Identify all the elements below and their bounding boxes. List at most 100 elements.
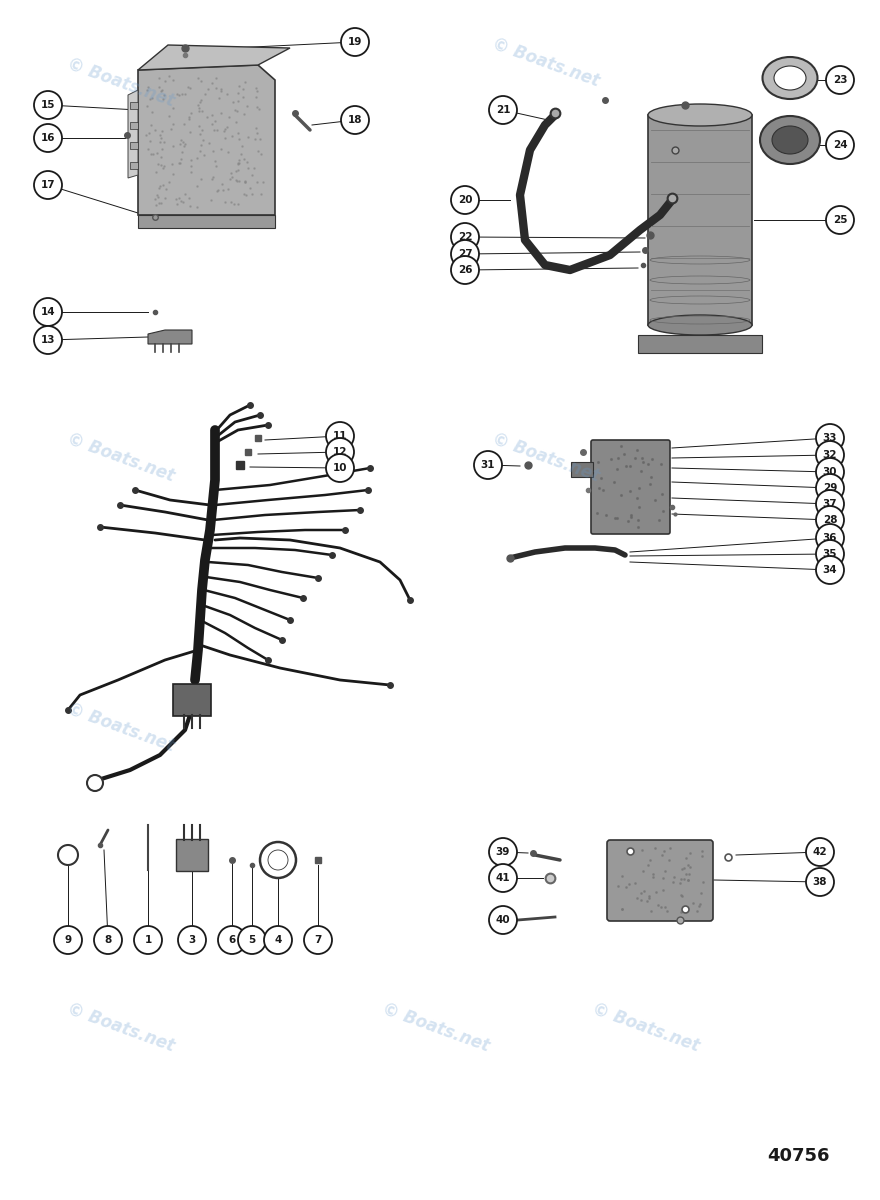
Circle shape (264, 926, 292, 954)
Circle shape (34, 298, 62, 326)
Circle shape (826, 131, 854, 158)
Text: © Boats.net: © Boats.net (490, 430, 602, 486)
Circle shape (218, 926, 246, 954)
Ellipse shape (774, 66, 806, 90)
Circle shape (34, 124, 62, 152)
Circle shape (34, 326, 62, 354)
Bar (130, 122, 138, 128)
Polygon shape (128, 90, 138, 178)
Text: 10: 10 (333, 463, 348, 473)
Text: 40: 40 (495, 914, 510, 925)
Text: 19: 19 (348, 37, 363, 47)
Circle shape (34, 91, 62, 119)
Text: © Boats.net: © Boats.net (590, 1000, 702, 1056)
Circle shape (816, 524, 844, 552)
Text: 12: 12 (333, 446, 348, 457)
Text: 23: 23 (832, 74, 847, 85)
Circle shape (451, 223, 479, 251)
Text: 14: 14 (40, 307, 55, 317)
Text: 29: 29 (823, 482, 837, 493)
Ellipse shape (648, 314, 752, 335)
Text: 42: 42 (813, 847, 827, 857)
Circle shape (34, 170, 62, 199)
Circle shape (451, 186, 479, 214)
Circle shape (178, 926, 206, 954)
Circle shape (489, 906, 517, 934)
Circle shape (489, 838, 517, 866)
Text: 41: 41 (495, 874, 510, 883)
Text: 5: 5 (248, 935, 255, 946)
FancyBboxPatch shape (176, 839, 208, 871)
Text: 27: 27 (458, 248, 473, 259)
Circle shape (58, 845, 78, 865)
Text: 31: 31 (480, 460, 495, 470)
Circle shape (260, 842, 296, 878)
Circle shape (806, 868, 834, 896)
Polygon shape (148, 330, 192, 344)
Text: 18: 18 (348, 115, 363, 125)
Text: 24: 24 (832, 140, 847, 150)
Circle shape (451, 256, 479, 284)
Text: 37: 37 (823, 499, 837, 509)
Text: 25: 25 (832, 215, 847, 226)
Text: 7: 7 (314, 935, 322, 946)
Circle shape (816, 474, 844, 502)
Text: 39: 39 (495, 847, 510, 857)
Circle shape (238, 926, 266, 954)
Circle shape (54, 926, 82, 954)
FancyBboxPatch shape (591, 440, 670, 534)
Text: 17: 17 (40, 180, 55, 190)
Text: 15: 15 (40, 100, 55, 110)
Circle shape (326, 438, 354, 466)
Text: © Boats.net: © Boats.net (380, 1000, 492, 1056)
Circle shape (341, 106, 369, 134)
Circle shape (826, 66, 854, 94)
Circle shape (474, 451, 502, 479)
Text: 20: 20 (458, 194, 473, 205)
Circle shape (304, 926, 332, 954)
Circle shape (489, 96, 517, 124)
Circle shape (268, 850, 288, 870)
FancyBboxPatch shape (607, 840, 713, 922)
Text: 11: 11 (333, 431, 348, 440)
Text: 38: 38 (813, 877, 827, 887)
Circle shape (816, 458, 844, 486)
Circle shape (816, 540, 844, 568)
Text: 21: 21 (495, 104, 510, 115)
Text: 8: 8 (105, 935, 112, 946)
Bar (130, 162, 138, 169)
Circle shape (816, 490, 844, 518)
Text: © Boats.net: © Boats.net (65, 430, 178, 486)
Text: 13: 13 (40, 335, 55, 346)
Text: 36: 36 (823, 533, 837, 542)
Text: 3: 3 (188, 935, 195, 946)
Text: 26: 26 (458, 265, 473, 275)
Circle shape (489, 864, 517, 892)
Polygon shape (138, 215, 275, 228)
Bar (130, 142, 138, 149)
Text: 28: 28 (823, 515, 837, 526)
Circle shape (816, 440, 844, 469)
Text: 32: 32 (823, 450, 837, 460)
Circle shape (816, 506, 844, 534)
Bar (130, 102, 138, 109)
Circle shape (87, 775, 103, 791)
Circle shape (94, 926, 122, 954)
Text: 33: 33 (823, 433, 837, 443)
Text: 35: 35 (823, 550, 837, 559)
Text: © Boats.net: © Boats.net (65, 700, 178, 756)
Text: 30: 30 (823, 467, 837, 476)
Ellipse shape (648, 104, 752, 126)
Circle shape (806, 838, 834, 866)
Text: 34: 34 (823, 565, 837, 575)
Ellipse shape (772, 126, 808, 154)
Text: 4: 4 (275, 935, 282, 946)
Text: 22: 22 (458, 232, 473, 242)
Circle shape (134, 926, 162, 954)
Text: 40756: 40756 (767, 1147, 830, 1165)
Polygon shape (571, 462, 593, 476)
Ellipse shape (762, 56, 818, 98)
Polygon shape (138, 44, 290, 70)
Circle shape (826, 206, 854, 234)
Circle shape (451, 240, 479, 268)
